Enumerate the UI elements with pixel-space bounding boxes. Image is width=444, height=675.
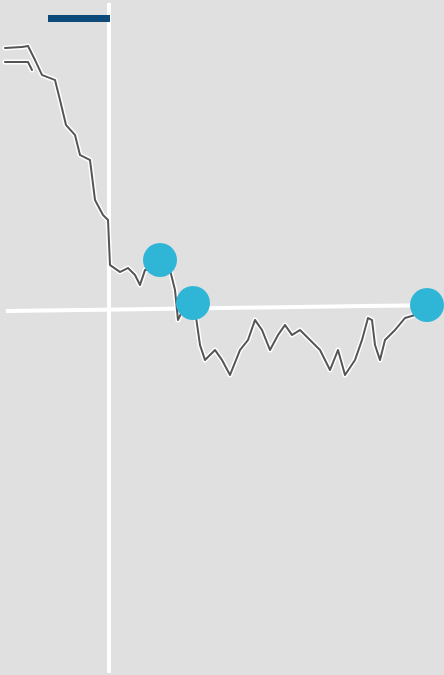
trace <box>2 43 430 378</box>
trace-stub-line <box>4 61 33 71</box>
horizontal-line <box>5 303 441 313</box>
marker-circle <box>176 286 210 320</box>
vertical-line <box>107 3 111 673</box>
trace-line <box>4 45 428 376</box>
marker-circle <box>143 243 177 277</box>
blue-bar <box>48 15 110 22</box>
marker-circle <box>410 288 444 322</box>
